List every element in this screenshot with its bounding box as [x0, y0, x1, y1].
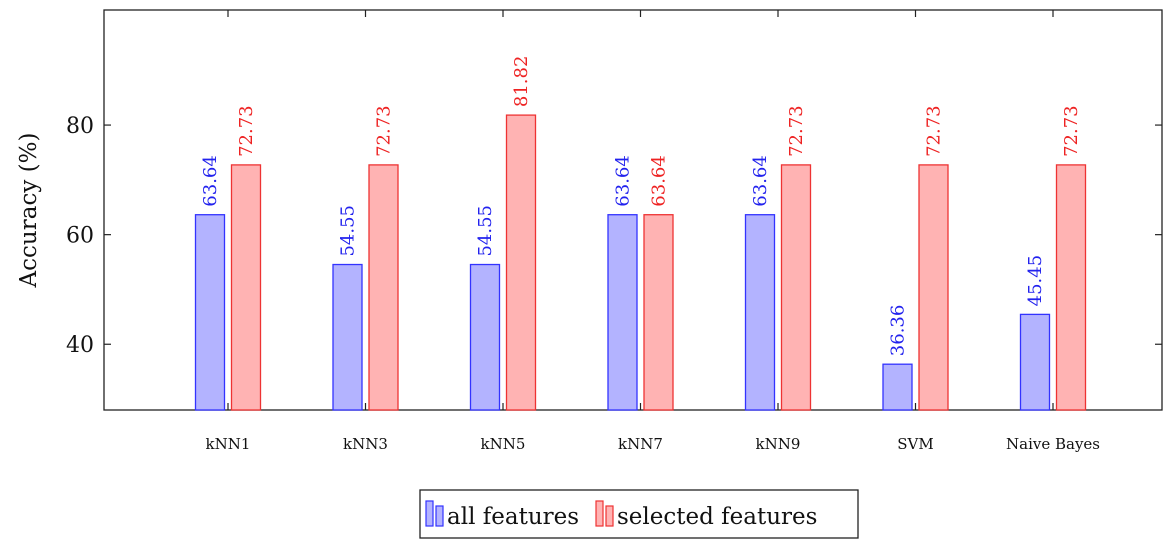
x-tick-label: kNN9 [756, 435, 801, 453]
data-label: 63.64 [200, 155, 221, 207]
x-tick-label: kNN1 [206, 435, 251, 453]
legend-label: selected features [617, 504, 817, 530]
y-axis: 40 60 80 [66, 114, 1162, 358]
data-labels-group: 63.64 72.73 54.55 72.73 54.55 81.82 63.64 63.64… [200, 56, 1082, 357]
bar-all-features [744, 214, 776, 411]
bar-all-features [882, 363, 913, 411]
data-label: 81.82 [511, 56, 532, 108]
data-label: 72.73 [924, 105, 945, 157]
y-axis-label: Accuracy (%) [16, 133, 42, 289]
y-tick-label: 40 [66, 333, 94, 358]
legend: all features selected features [419, 489, 859, 539]
x-tick-label: kNN5 [481, 435, 526, 453]
x-axis: kNN1 kNN3 kNN5 kNN7 kNN9 SVM Naive Bayes [206, 10, 1100, 453]
bar-all-features [332, 263, 363, 411]
bar-all-features [194, 214, 226, 411]
data-label: 72.73 [786, 105, 807, 157]
data-label: 72.73 [236, 105, 257, 157]
legend-label: all features [447, 504, 579, 530]
bar-selected-features [918, 164, 949, 411]
data-label: 72.73 [374, 105, 395, 157]
bar-all-features [607, 214, 638, 411]
data-label: 36.36 [888, 305, 909, 357]
x-tick-label: kNN3 [343, 435, 388, 453]
legend-entry: selected features [595, 500, 817, 530]
legend-swatch-left [425, 500, 434, 527]
legend-swatch-right [435, 505, 444, 527]
data-label: 63.64 [750, 155, 771, 207]
bar-selected-features [780, 164, 812, 411]
y-tick-label: 80 [66, 114, 94, 139]
bar-selected-features [368, 164, 399, 411]
y-tick-label: 60 [66, 224, 94, 249]
bar-all-features [469, 263, 501, 411]
bar-selected-features [230, 164, 262, 411]
x-tick-label: Naive Bayes [1006, 435, 1100, 453]
bars-group [194, 114, 1087, 411]
bar-selected-features [505, 114, 537, 411]
bar-all-features [1019, 313, 1051, 411]
data-label: 63.64 [613, 155, 634, 207]
legend-box [419, 489, 859, 539]
legend-swatch-left [595, 500, 604, 527]
data-label: 54.55 [475, 205, 496, 257]
legend-swatch-right [605, 505, 614, 527]
data-label: 54.55 [338, 205, 359, 257]
data-label: 45.45 [1025, 255, 1046, 307]
bar-selected-features [1055, 164, 1087, 411]
data-label: 63.64 [649, 155, 670, 207]
x-tick-label: SVM [897, 435, 933, 453]
bar-selected-features [643, 214, 674, 411]
x-tick-label: kNN7 [618, 435, 663, 453]
legend-entry: all features [425, 500, 579, 530]
data-label: 72.73 [1061, 105, 1082, 157]
